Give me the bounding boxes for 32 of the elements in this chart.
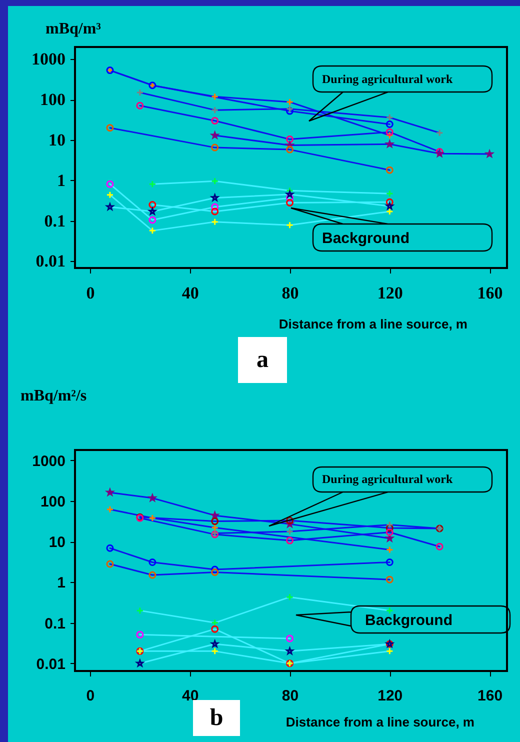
y-tick-label: 10 <box>48 534 66 552</box>
y-tick-label: 1 <box>57 574 66 592</box>
annotation: Background <box>322 230 410 247</box>
x-tick-label: 160 <box>477 284 503 302</box>
y-tick-label: 0.01 <box>36 656 66 673</box>
y-axis-title: mBq/m³ <box>46 20 102 38</box>
y-tick-label: 100 <box>40 493 66 510</box>
y-tick-label: 10 <box>48 130 66 150</box>
x-axis-title: Distance from a line source, m <box>286 714 474 730</box>
y-tick-label: 0.1 <box>44 211 66 230</box>
y-tick-label: 0.1 <box>44 615 66 632</box>
y-axis-title: mBq/m²/s <box>20 388 87 404</box>
y-tick-label: 1000 <box>32 50 66 69</box>
x-tick-label: 120 <box>377 284 403 302</box>
text: a <box>238 337 287 383</box>
x-tick-label: 80 <box>282 688 299 704</box>
annotation: During agricultural work <box>322 72 453 86</box>
x-axis-title: Distance from a line source, m <box>278 316 468 332</box>
y-tick-label: 1000 <box>32 452 66 470</box>
text: b <box>210 705 224 731</box>
y-tick-label: 1 <box>57 170 66 190</box>
x-tick-label: 0 <box>86 284 95 302</box>
x-tick-label: 80 <box>282 284 299 302</box>
x-tick-label: 120 <box>378 688 403 704</box>
annotation: During agricultural work <box>322 472 453 486</box>
x-tick-label: 40 <box>182 688 199 704</box>
x-tick-label: 160 <box>478 688 503 704</box>
annotation: Background <box>365 612 453 629</box>
y-tick-label: 0.01 <box>36 252 66 271</box>
y-tick-label: 100 <box>40 90 66 110</box>
x-tick-label: 40 <box>182 284 199 302</box>
x-tick-label: 0 <box>86 688 95 704</box>
